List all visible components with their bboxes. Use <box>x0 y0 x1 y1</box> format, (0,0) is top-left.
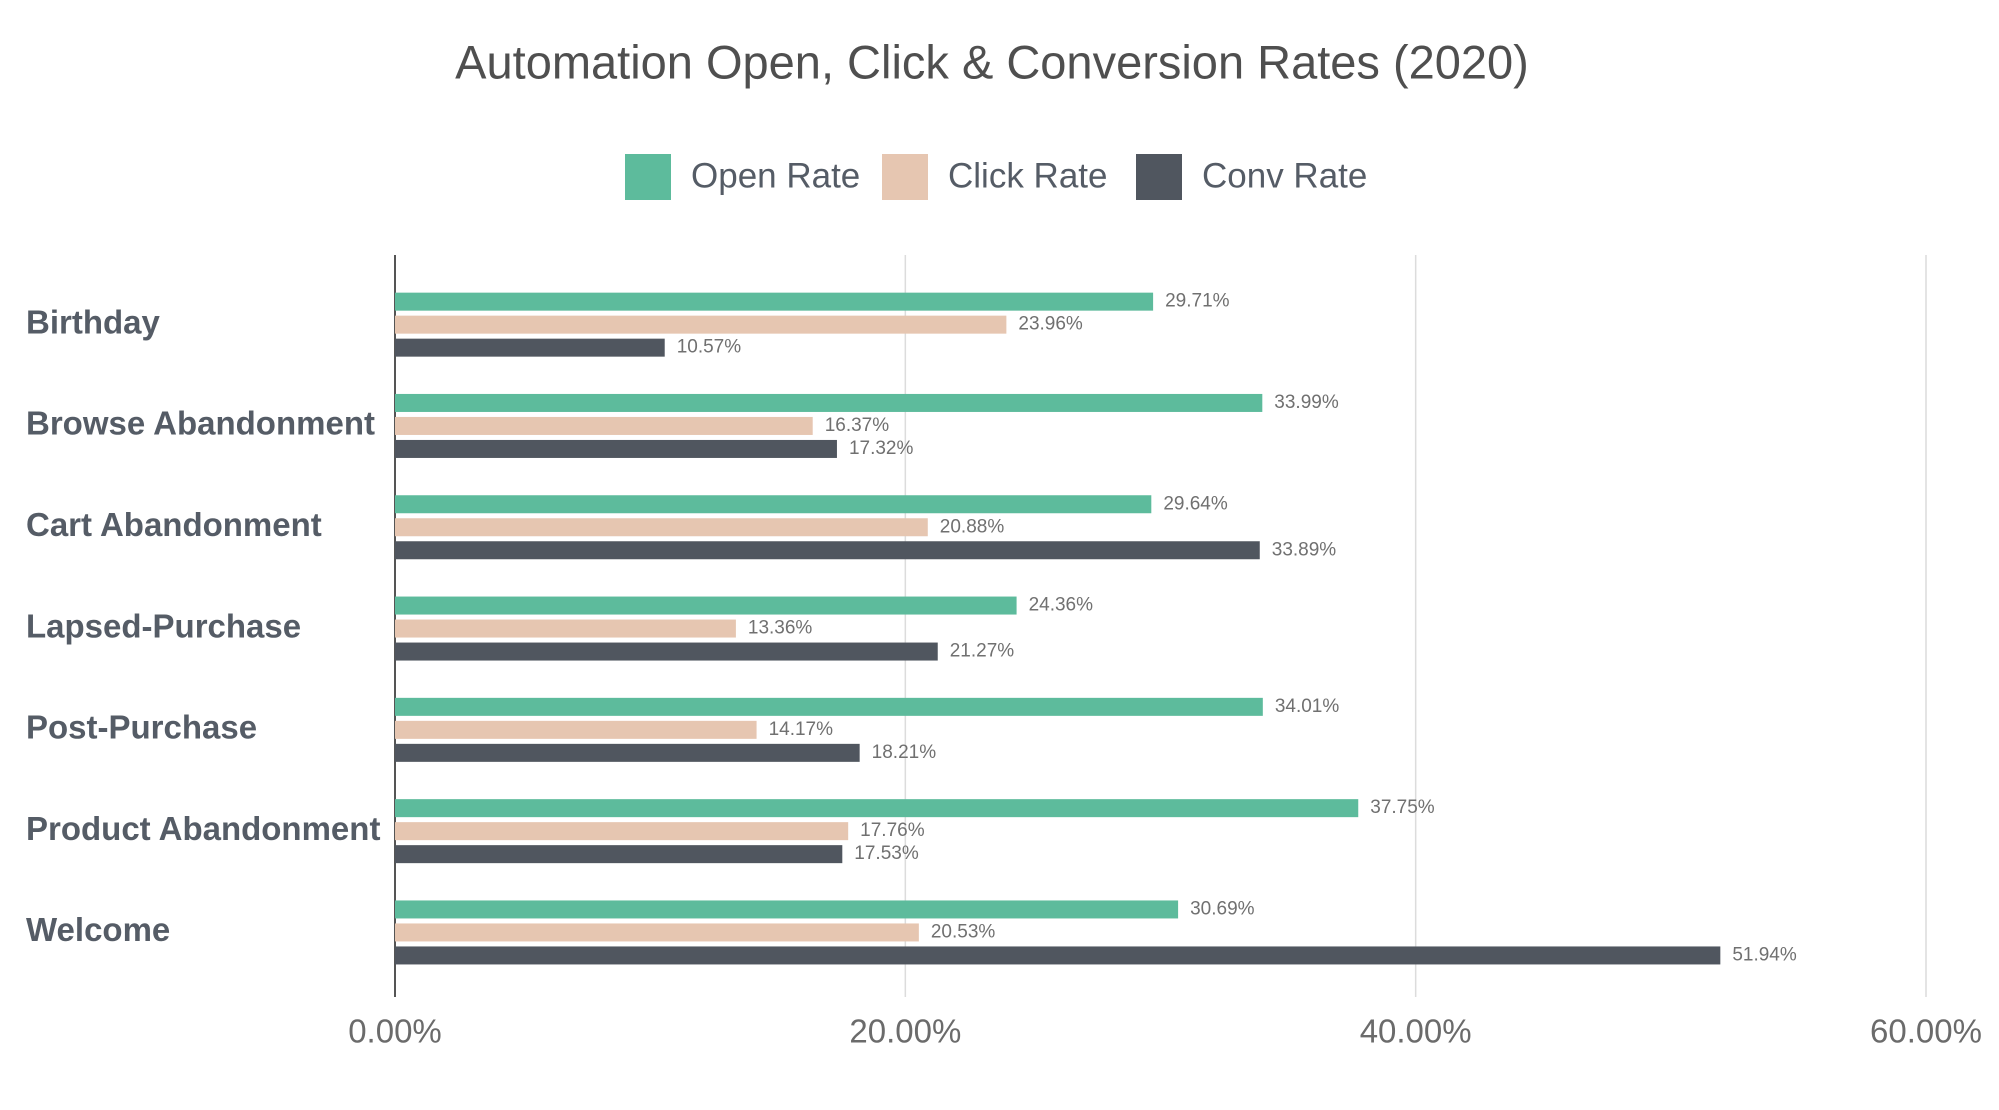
x-tick-label: 20.00% <box>849 1013 961 1050</box>
x-tick-label: 40.00% <box>1360 1013 1472 1050</box>
y-tick-label: Cart Abandonment <box>26 506 322 543</box>
value-label: 33.99% <box>1274 392 1339 413</box>
value-label: 29.71% <box>1165 291 1230 312</box>
bar <box>395 923 919 942</box>
value-label: 51.94% <box>1732 944 1797 965</box>
legend-label: Click Rate <box>948 156 1107 195</box>
bar <box>395 720 757 739</box>
value-label: 17.76% <box>860 820 925 841</box>
value-label: 37.75% <box>1370 797 1435 818</box>
bar <box>395 541 1260 560</box>
chart-title: Automation Open, Click & Conversion Rate… <box>455 35 1529 88</box>
value-label: 18.21% <box>872 742 937 763</box>
bar <box>395 292 1154 311</box>
bar <box>395 946 1721 965</box>
bar <box>395 642 938 661</box>
legend-swatch <box>1136 154 1182 200</box>
value-label: 29.64% <box>1163 493 1228 514</box>
bar <box>395 439 837 458</box>
value-label: 21.27% <box>950 641 1015 662</box>
bar <box>395 900 1179 919</box>
bar <box>395 338 665 357</box>
legend-label: Conv Rate <box>1202 156 1367 195</box>
bar <box>395 393 1263 412</box>
bar <box>395 315 1007 334</box>
value-label: 20.88% <box>940 516 1005 537</box>
value-label: 17.32% <box>849 438 914 459</box>
legend-swatch <box>882 154 928 200</box>
bar <box>395 743 860 762</box>
bar <box>395 619 736 638</box>
y-tick-label: Lapsed-Purchase <box>26 607 301 644</box>
value-label: 13.36% <box>748 618 813 639</box>
value-label: 14.17% <box>769 719 834 740</box>
value-label: 23.96% <box>1018 314 1083 335</box>
value-label: 20.53% <box>931 921 996 942</box>
legend-label: Open Rate <box>691 156 860 195</box>
y-tick-label: Post-Purchase <box>26 709 257 746</box>
value-label: 17.53% <box>854 843 919 864</box>
bar <box>395 697 1263 716</box>
x-tick-label: 0.00% <box>348 1013 442 1050</box>
y-tick-label: Welcome <box>26 911 170 948</box>
value-label: 30.69% <box>1190 898 1255 919</box>
bar <box>395 799 1359 818</box>
y-tick-label: Birthday <box>26 303 161 340</box>
x-tick-label: 60.00% <box>1870 1013 1982 1050</box>
y-tick-label: Product Abandonment <box>26 810 380 847</box>
y-tick-label: Browse Abandonment <box>26 405 375 442</box>
bar <box>395 845 843 864</box>
bar <box>395 596 1017 615</box>
value-label: 24.36% <box>1029 595 1094 616</box>
value-label: 34.01% <box>1275 696 1340 717</box>
bar <box>395 518 928 537</box>
bar <box>395 822 849 841</box>
legend-swatch <box>625 154 671 200</box>
value-label: 16.37% <box>825 415 890 436</box>
value-label: 33.89% <box>1272 539 1337 560</box>
value-label: 10.57% <box>677 337 742 358</box>
bar <box>395 416 813 435</box>
bar <box>395 495 1152 514</box>
